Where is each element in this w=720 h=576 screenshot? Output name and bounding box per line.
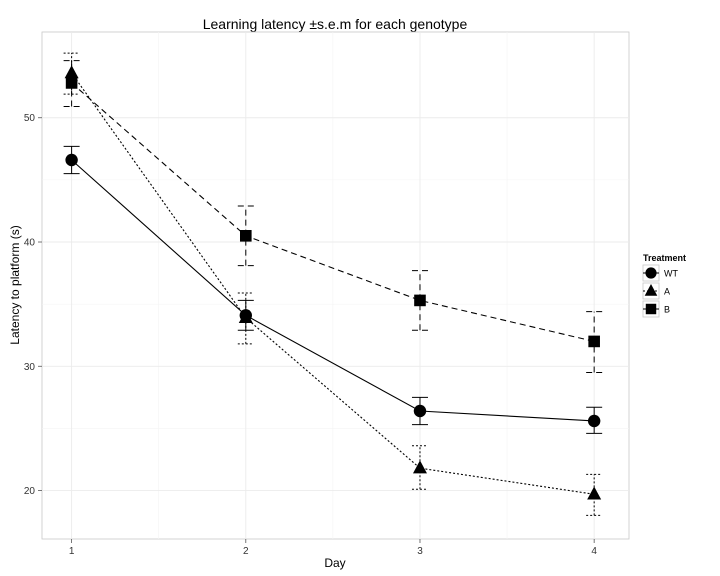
y-tick-label: 40 (24, 238, 36, 249)
data-point (65, 153, 78, 167)
x-axis: 1 2 3 4 (69, 539, 597, 557)
y-axis: 20 30 40 50 (24, 113, 42, 497)
plot-panel (41, 31, 630, 540)
y-tick-label: 50 (24, 113, 36, 124)
legend: Treatment WT AB (642, 253, 686, 318)
x-tick-label: 1 (69, 546, 75, 557)
data-point (588, 335, 600, 348)
legend-label: B (664, 305, 670, 315)
legend-marker (645, 303, 657, 315)
y-tick-label: 20 (24, 486, 36, 497)
data-point (587, 414, 601, 428)
data-point (412, 460, 427, 474)
x-tick-label: 4 (591, 546, 597, 557)
legend-label: WT (664, 269, 678, 279)
legend-item-b: B (642, 300, 670, 318)
series-layer (63, 52, 603, 516)
y-tick-label: 30 (24, 362, 36, 373)
legend-item-a: A (642, 282, 670, 300)
data-point (413, 404, 427, 418)
grid (42, 32, 629, 539)
legend-marker (644, 284, 658, 296)
series-line (71, 159, 595, 422)
y-axis-label: Latency to platform (s) (8, 225, 22, 344)
x-tick-label: 2 (243, 546, 249, 557)
x-axis-label: Day (324, 556, 345, 570)
legend-title: Treatment (643, 253, 686, 263)
data-point (238, 310, 253, 324)
legend-item-wt: WT (642, 264, 678, 282)
data-point (587, 486, 602, 500)
legend-marker (645, 267, 657, 279)
chart-title: Learning latency ±s.e.m for each genotyp… (203, 16, 468, 32)
series-line (71, 82, 595, 342)
data-point (239, 229, 252, 242)
data-point (414, 294, 426, 307)
series-b (63, 60, 603, 373)
x-tick-label: 3 (417, 546, 423, 557)
data-point (65, 77, 78, 89)
legend-label: A (664, 287, 670, 297)
